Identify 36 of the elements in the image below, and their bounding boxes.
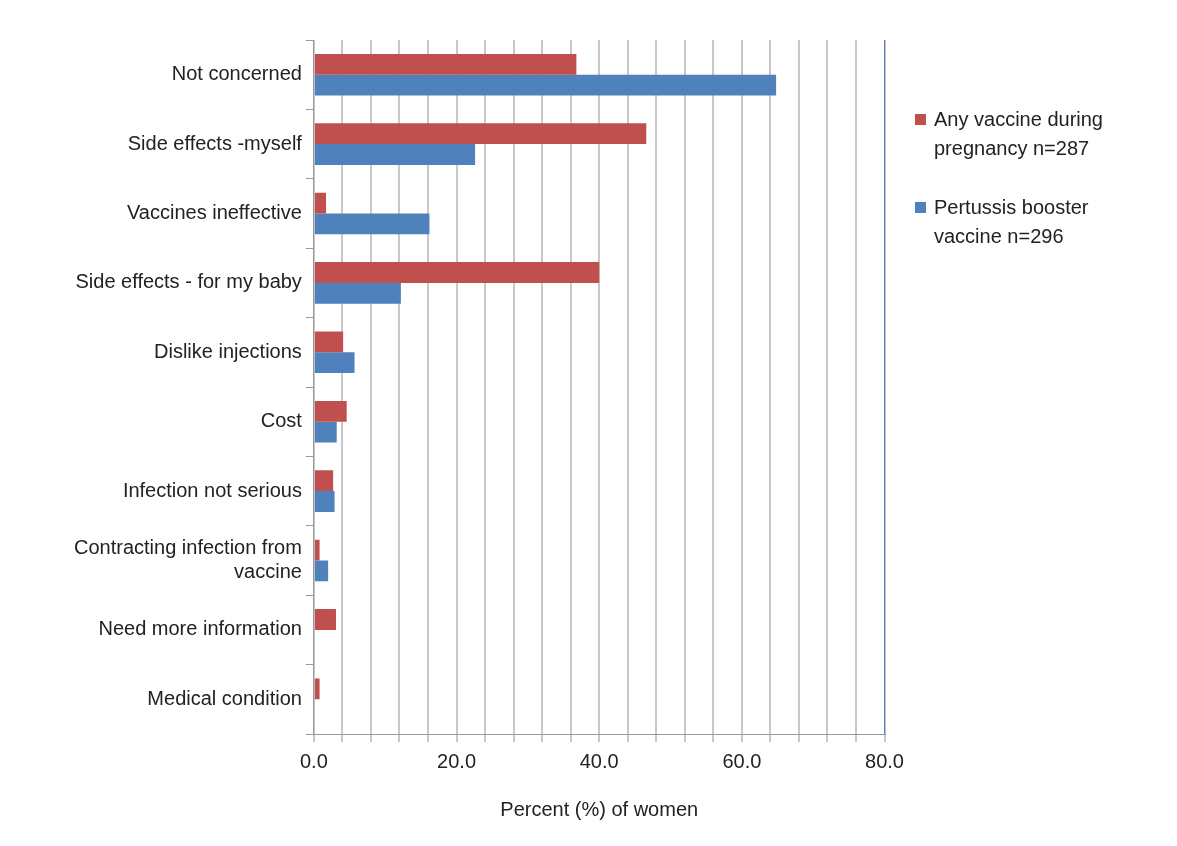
bar bbox=[314, 491, 335, 512]
bar bbox=[314, 262, 600, 283]
x-tick-label: 80.0 bbox=[865, 749, 905, 772]
legend-label: Pertussis booster vaccine n=296 bbox=[934, 195, 1090, 249]
x-tick-label: 20.0 bbox=[437, 749, 477, 772]
bar bbox=[314, 53, 577, 75]
y-tick-label: Need more information bbox=[98, 617, 302, 640]
y-tick-label: Medical condition bbox=[147, 686, 302, 709]
bar bbox=[314, 74, 777, 96]
bar bbox=[314, 678, 320, 700]
y-tick-label: Side effects - for my baby bbox=[75, 270, 302, 293]
x-axis-title: Percent (%) of women bbox=[500, 797, 699, 820]
x-tick-label: 60.0 bbox=[722, 749, 762, 772]
bar bbox=[314, 213, 430, 235]
bar bbox=[314, 282, 401, 304]
x-tick-label: 40.0 bbox=[579, 749, 619, 772]
y-tick-label: Cost bbox=[260, 409, 303, 432]
bar bbox=[314, 470, 334, 492]
bar bbox=[314, 400, 347, 422]
bar bbox=[314, 144, 476, 165]
bar bbox=[314, 352, 355, 374]
y-tick-label: Contracting infection from vaccine bbox=[73, 536, 302, 583]
bar bbox=[314, 560, 329, 582]
bar bbox=[314, 331, 344, 353]
x-tick-label: 0.0 bbox=[299, 749, 328, 772]
y-tick-label: Dislike injections bbox=[154, 339, 302, 362]
y-tick-label: Side effects -myself bbox=[127, 131, 303, 154]
bar bbox=[314, 421, 337, 443]
y-tick-label: Infection not serious bbox=[122, 478, 302, 501]
y-tick-label: Not concerned bbox=[171, 62, 302, 85]
bar bbox=[314, 609, 336, 630]
y-tick-label: Vaccines ineffective bbox=[126, 201, 302, 224]
bar bbox=[314, 192, 327, 214]
bar bbox=[314, 539, 320, 561]
bar bbox=[314, 123, 647, 145]
legend-label: Any vaccine during pregnancy n=287 bbox=[934, 107, 1104, 161]
